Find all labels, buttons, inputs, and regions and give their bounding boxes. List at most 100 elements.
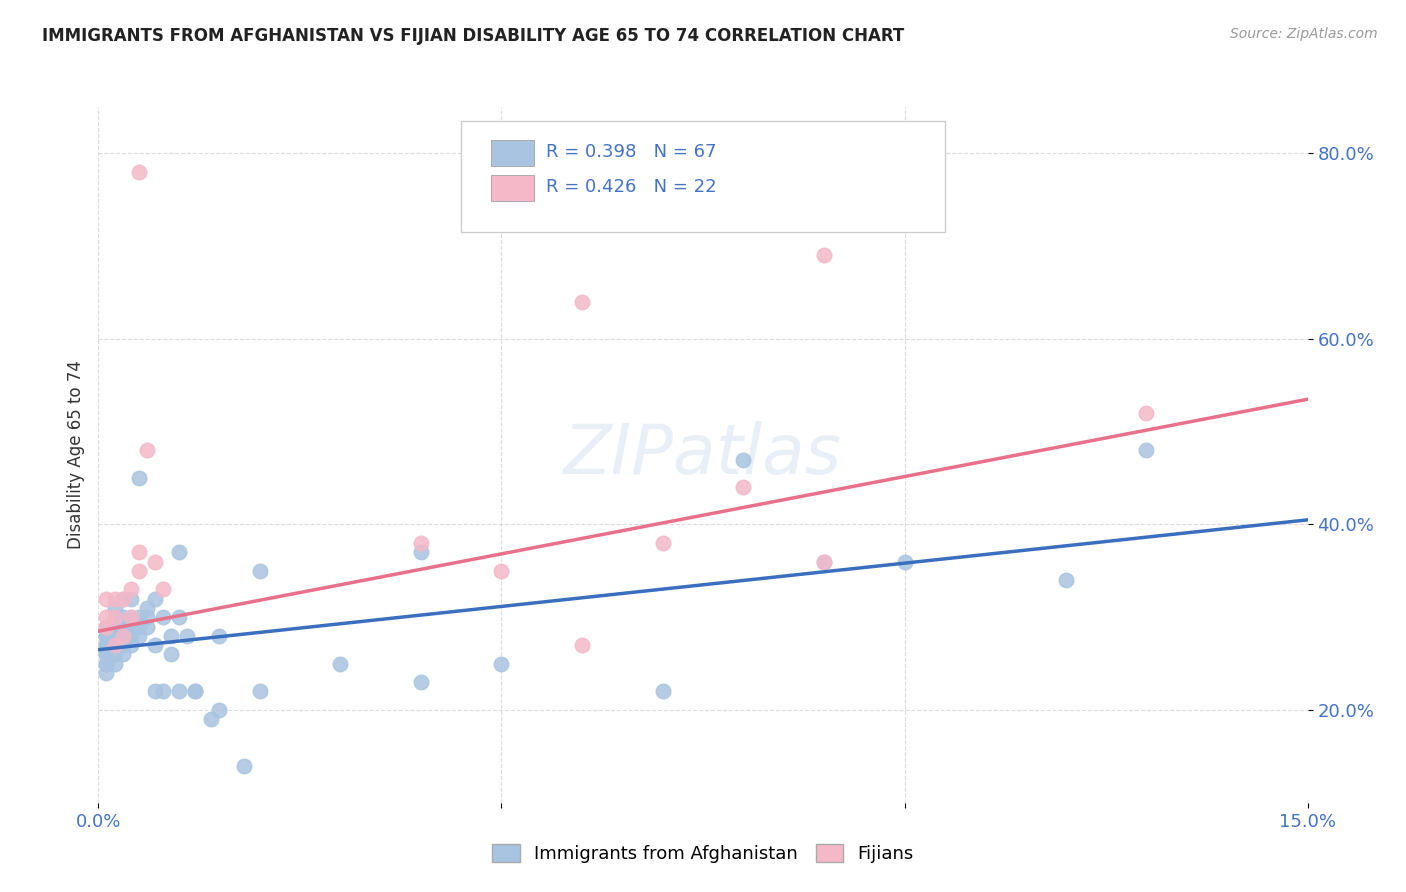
Point	[143, 591, 166, 606]
Point	[96, 648, 118, 662]
Point	[1135, 406, 1157, 420]
Point	[96, 665, 118, 680]
Text: IMMIGRANTS FROM AFGHANISTAN VS FIJIAN DISABILITY AGE 65 TO 74 CORRELATION CHART: IMMIGRANTS FROM AFGHANISTAN VS FIJIAN DI…	[42, 27, 904, 45]
FancyBboxPatch shape	[461, 121, 945, 232]
Point	[120, 610, 142, 624]
Point	[111, 591, 134, 606]
Point	[96, 610, 118, 624]
Point	[152, 684, 174, 698]
Point	[143, 555, 166, 569]
Point	[208, 703, 231, 717]
Point	[120, 582, 142, 597]
Point	[1054, 573, 1077, 587]
Point	[120, 591, 142, 606]
Point	[120, 629, 142, 643]
Point	[135, 619, 157, 633]
Point	[135, 610, 157, 624]
Point	[651, 684, 673, 698]
Point	[111, 648, 134, 662]
Point	[120, 619, 142, 633]
Point	[143, 684, 166, 698]
Text: R = 0.426   N = 22: R = 0.426 N = 22	[546, 178, 717, 196]
Point	[103, 591, 125, 606]
Point	[135, 443, 157, 458]
Point	[96, 629, 118, 643]
Text: Source: ZipAtlas.com: Source: ZipAtlas.com	[1230, 27, 1378, 41]
Point	[128, 610, 150, 624]
Point	[103, 648, 125, 662]
Point	[111, 619, 134, 633]
Point	[103, 638, 125, 652]
Point	[409, 545, 432, 559]
Point	[128, 545, 150, 559]
Point	[128, 629, 150, 643]
Legend: Immigrants from Afghanistan, Fijians: Immigrants from Afghanistan, Fijians	[485, 837, 921, 871]
Point	[651, 536, 673, 550]
Point	[200, 712, 222, 726]
Point	[111, 629, 134, 643]
Point	[128, 564, 150, 578]
Point	[96, 619, 118, 633]
Point	[571, 294, 593, 309]
Point	[111, 629, 134, 643]
FancyBboxPatch shape	[492, 140, 534, 166]
Text: R = 0.398   N = 67: R = 0.398 N = 67	[546, 144, 716, 161]
Point	[135, 601, 157, 615]
Point	[128, 471, 150, 485]
Point	[249, 564, 271, 578]
Point	[232, 758, 254, 772]
Point	[160, 629, 183, 643]
Point	[96, 657, 118, 671]
Point	[111, 610, 134, 624]
Point	[491, 564, 513, 578]
Point	[491, 657, 513, 671]
Point	[96, 619, 118, 633]
Point	[167, 684, 190, 698]
Point	[120, 610, 142, 624]
Point	[208, 629, 231, 643]
Point	[96, 638, 118, 652]
Point	[893, 555, 915, 569]
Point	[111, 638, 134, 652]
Point	[176, 629, 198, 643]
Point	[103, 629, 125, 643]
Point	[96, 657, 118, 671]
Y-axis label: Disability Age 65 to 74: Disability Age 65 to 74	[66, 360, 84, 549]
Point	[152, 610, 174, 624]
Point	[409, 536, 432, 550]
Point	[733, 452, 755, 467]
Text: ZIPatlas: ZIPatlas	[564, 421, 842, 489]
Point	[96, 648, 118, 662]
FancyBboxPatch shape	[492, 175, 534, 201]
Point	[111, 629, 134, 643]
Point	[96, 629, 118, 643]
Point	[96, 591, 118, 606]
Point	[249, 684, 271, 698]
Point	[571, 638, 593, 652]
Point	[103, 638, 125, 652]
Point	[143, 638, 166, 652]
Point	[813, 555, 835, 569]
Point	[111, 591, 134, 606]
Point	[1135, 443, 1157, 458]
Point	[128, 619, 150, 633]
Point	[120, 638, 142, 652]
Point	[184, 684, 207, 698]
Point	[329, 657, 352, 671]
Point	[733, 480, 755, 494]
Point	[103, 629, 125, 643]
Point	[184, 684, 207, 698]
Point	[167, 610, 190, 624]
Point	[103, 610, 125, 624]
Point	[813, 555, 835, 569]
Point	[96, 638, 118, 652]
Point	[103, 619, 125, 633]
Point	[167, 545, 190, 559]
Point	[103, 638, 125, 652]
Point	[160, 648, 183, 662]
Point	[813, 248, 835, 262]
Point	[103, 601, 125, 615]
Point	[409, 675, 432, 690]
Point	[103, 610, 125, 624]
Point	[103, 657, 125, 671]
